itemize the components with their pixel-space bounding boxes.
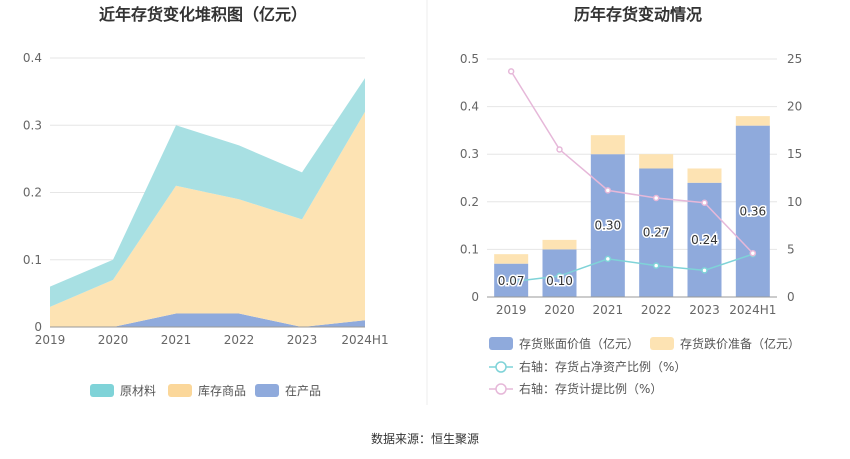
right-x-tick: 2024H1 [729, 303, 776, 317]
line-point-1 [749, 249, 757, 257]
right-y-tick: 0.3 [460, 147, 479, 161]
right-y2-tick: 15 [787, 147, 802, 161]
line-point-1 [556, 146, 563, 153]
legend-label: 原材料 [120, 384, 156, 398]
bar-impairment [494, 254, 529, 264]
line-point-1 [507, 68, 515, 75]
right-y-tick: 0.1 [460, 242, 479, 256]
bar-value-label: 0.36 [739, 204, 766, 218]
legend-label: 存货跌价准备（亿元） [680, 336, 800, 351]
left-y-tick: 0.4 [23, 51, 42, 65]
right-bar-series [487, 116, 777, 298]
bar-book-value [735, 125, 770, 297]
right-y-tick: 0 [471, 290, 479, 304]
area-2 [50, 78, 365, 307]
left-x-tick: 2021 [161, 333, 192, 347]
line-point-0 [556, 272, 563, 280]
line-1 [510, 70, 754, 254]
right-y-tick: 0.5 [460, 52, 479, 66]
left-x-tick: 2020 [98, 333, 129, 347]
right-y2-tick: 5 [787, 242, 795, 256]
left-x-tick: 2023 [287, 333, 318, 347]
line-point-0 [604, 255, 612, 263]
line-point-1 [652, 194, 660, 202]
bar-impairment [639, 154, 674, 169]
right-x-tick: 2019 [496, 303, 527, 317]
left-x-tick: 2022 [224, 333, 255, 347]
left-y-tick: 0 [34, 320, 42, 334]
right-y2-tick: 10 [787, 195, 802, 209]
right-x-tick: 2021 [593, 303, 624, 317]
left-chart-title: 近年存货变化堆积图（亿元） [99, 5, 307, 24]
bar-value-label: 0.27 [643, 226, 670, 240]
data-source: 数据来源：恒生聚源 [371, 431, 479, 446]
left-legend: 原材料 库存商品 在产品 [90, 383, 321, 398]
line-point-0 [652, 262, 660, 269]
bar-impairment [542, 239, 577, 250]
line-point-1 [701, 199, 708, 207]
right-line-series: 0.07 0.10 0.30 0.27 0.24 0.36 [496, 68, 768, 290]
left-y-tick: 0.3 [23, 118, 42, 132]
bar-impairment [590, 135, 625, 155]
bar-value-label: 0.30 [594, 219, 621, 233]
right-legend: 存货账面价值（亿元） 存货跌价准备（亿元） 右轴：存货占净资产比例（%） 右轴：存货计… [489, 336, 800, 396]
line-0 [511, 253, 754, 283]
legend-label: 右轴：存货计提比例（%） [519, 381, 662, 396]
legend-swatch [90, 384, 114, 397]
area-0 [50, 313, 365, 327]
legend-marker [495, 383, 507, 395]
legend-label: 右轴：存货占净资产比例（%） [519, 359, 686, 374]
line-point-0 [507, 278, 515, 286]
area-1 [50, 111, 365, 327]
bar-impairment [735, 116, 770, 126]
legend-swatch [168, 384, 192, 397]
right-y-tick: 0.2 [460, 195, 479, 209]
right-y2-tick: 0 [787, 290, 795, 304]
legend-label: 在产品 [285, 384, 321, 398]
line-point-0 [701, 267, 708, 274]
left-y-tick: 0.1 [23, 253, 42, 267]
bar-book-value [639, 168, 674, 297]
right-x-tick: 2022 [641, 303, 672, 317]
bar-value-label: 0.10 [546, 274, 573, 288]
bar-impairment [687, 168, 722, 183]
right-x-tick: 2020 [544, 303, 575, 317]
right-chart-title: 历年存货变动情况 [574, 5, 702, 24]
legend-marker [495, 361, 507, 373]
right-y-tick: 0.4 [460, 100, 479, 114]
line-point-1 [604, 187, 612, 194]
legend-label: 库存商品 [198, 383, 246, 398]
bar-value-label: 0.24 [691, 233, 718, 247]
right-y2-tick: 25 [787, 52, 802, 66]
legend-swatch [650, 337, 674, 350]
bar-value-label: 0.07 [498, 274, 525, 288]
legend-swatch [489, 337, 513, 350]
left-y-tick: 0.2 [23, 186, 42, 200]
right-axis-ticks: 0 0.1 0.2 0.3 0.4 0.5 0 5 10 15 20 25 2019 2020 2021 20… [460, 52, 802, 317]
bar-book-value [590, 154, 625, 297]
legend-swatch [255, 384, 279, 397]
right-x-tick: 2023 [689, 303, 720, 317]
left-x-tick: 2019 [35, 333, 66, 347]
legend-label: 存货账面价值（亿元） [519, 336, 639, 351]
left-x-tick: 2024H1 [341, 333, 388, 347]
left-area-series [50, 78, 365, 328]
right-y2-tick: 20 [787, 100, 802, 114]
left-axis-ticks: 0 0.1 0.2 0.3 0.4 2019 2020 2021 2022 2023 2024H1 [23, 51, 389, 347]
